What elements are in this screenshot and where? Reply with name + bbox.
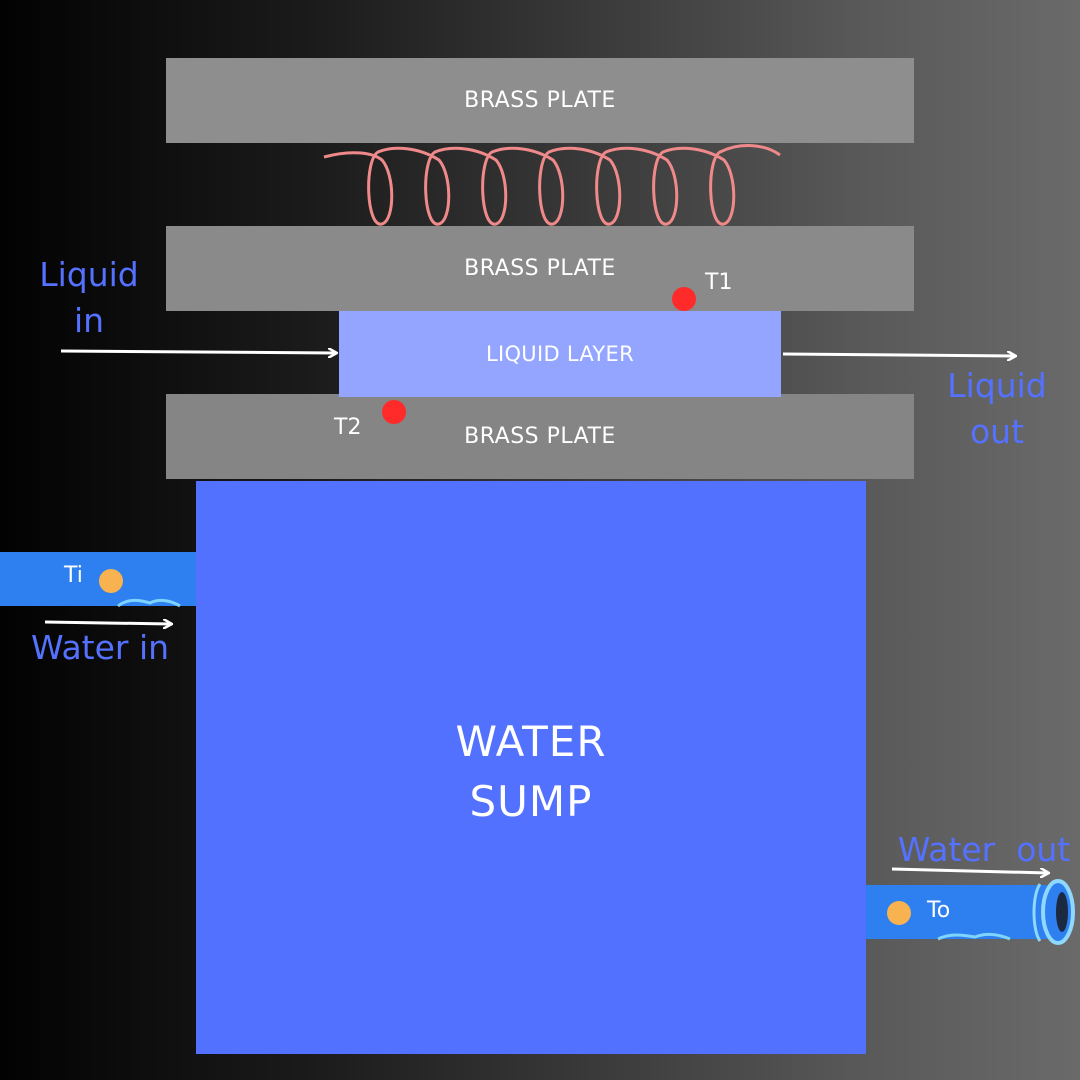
- thermocouple-ti-label: Ti: [64, 563, 83, 588]
- thermocouple-t2-dot: [382, 400, 406, 424]
- thermocouple-ti-dot: [99, 569, 123, 593]
- inlet-pipe-water-icon: [117, 598, 181, 608]
- water-in-arrow: [44, 622, 171, 624]
- water-inlet-pipe: [0, 552, 196, 606]
- thermocouple-t1-dot: [672, 287, 696, 311]
- liquid-in-arrow: [60, 351, 336, 353]
- liquid-in-label: Liquid in: [30, 252, 148, 344]
- brass-plate-middle-label: BRASS PLATE: [464, 256, 616, 281]
- brass-plate-top-label: BRASS PLATE: [464, 88, 616, 113]
- water-sump: [196, 481, 866, 1054]
- water-in-label: Water in: [30, 628, 170, 667]
- brass-plate-middle: BRASS PLATE: [166, 226, 914, 311]
- thermocouple-to-dot: [887, 901, 911, 925]
- liquid-layer: LIQUID LAYER: [339, 311, 781, 397]
- water-out-label: Water out: [897, 830, 1071, 869]
- liquid-in-label-line2: in: [73, 301, 105, 340]
- liquid-out-label-line1: Liquid: [947, 366, 1047, 405]
- outlet-pipe-bore-icon: [1056, 892, 1068, 932]
- thermocouple-t2-label: T2: [334, 415, 362, 440]
- water-sump-label: WATER SUMP: [196, 712, 866, 832]
- outlet-pipe-water-icon: [937, 932, 1011, 941]
- thermocouple-t1-label: T1: [705, 270, 733, 295]
- heating-coil-icon: [323, 144, 781, 226]
- liquid-out-label-line2: out: [969, 412, 1025, 451]
- brass-plate-bottom-label: BRASS PLATE: [464, 424, 616, 449]
- brass-plate-top: BRASS PLATE: [166, 58, 914, 143]
- water-sump-label-line1: WATER: [455, 717, 607, 766]
- liquid-layer-label: LIQUID LAYER: [485, 342, 635, 366]
- liquid-in-label-line1: Liquid: [39, 255, 139, 294]
- thermocouple-to-label: To: [927, 898, 951, 923]
- liquid-out-arrow: [782, 354, 1015, 356]
- outlet-pipe-rim-icon: [1032, 883, 1042, 942]
- liquid-out-label: Liquid out: [938, 363, 1056, 455]
- water-sump-label-line2: SUMP: [469, 777, 593, 826]
- brass-plate-bottom: BRASS PLATE: [166, 394, 914, 479]
- water-out-arrow: [891, 867, 1048, 873]
